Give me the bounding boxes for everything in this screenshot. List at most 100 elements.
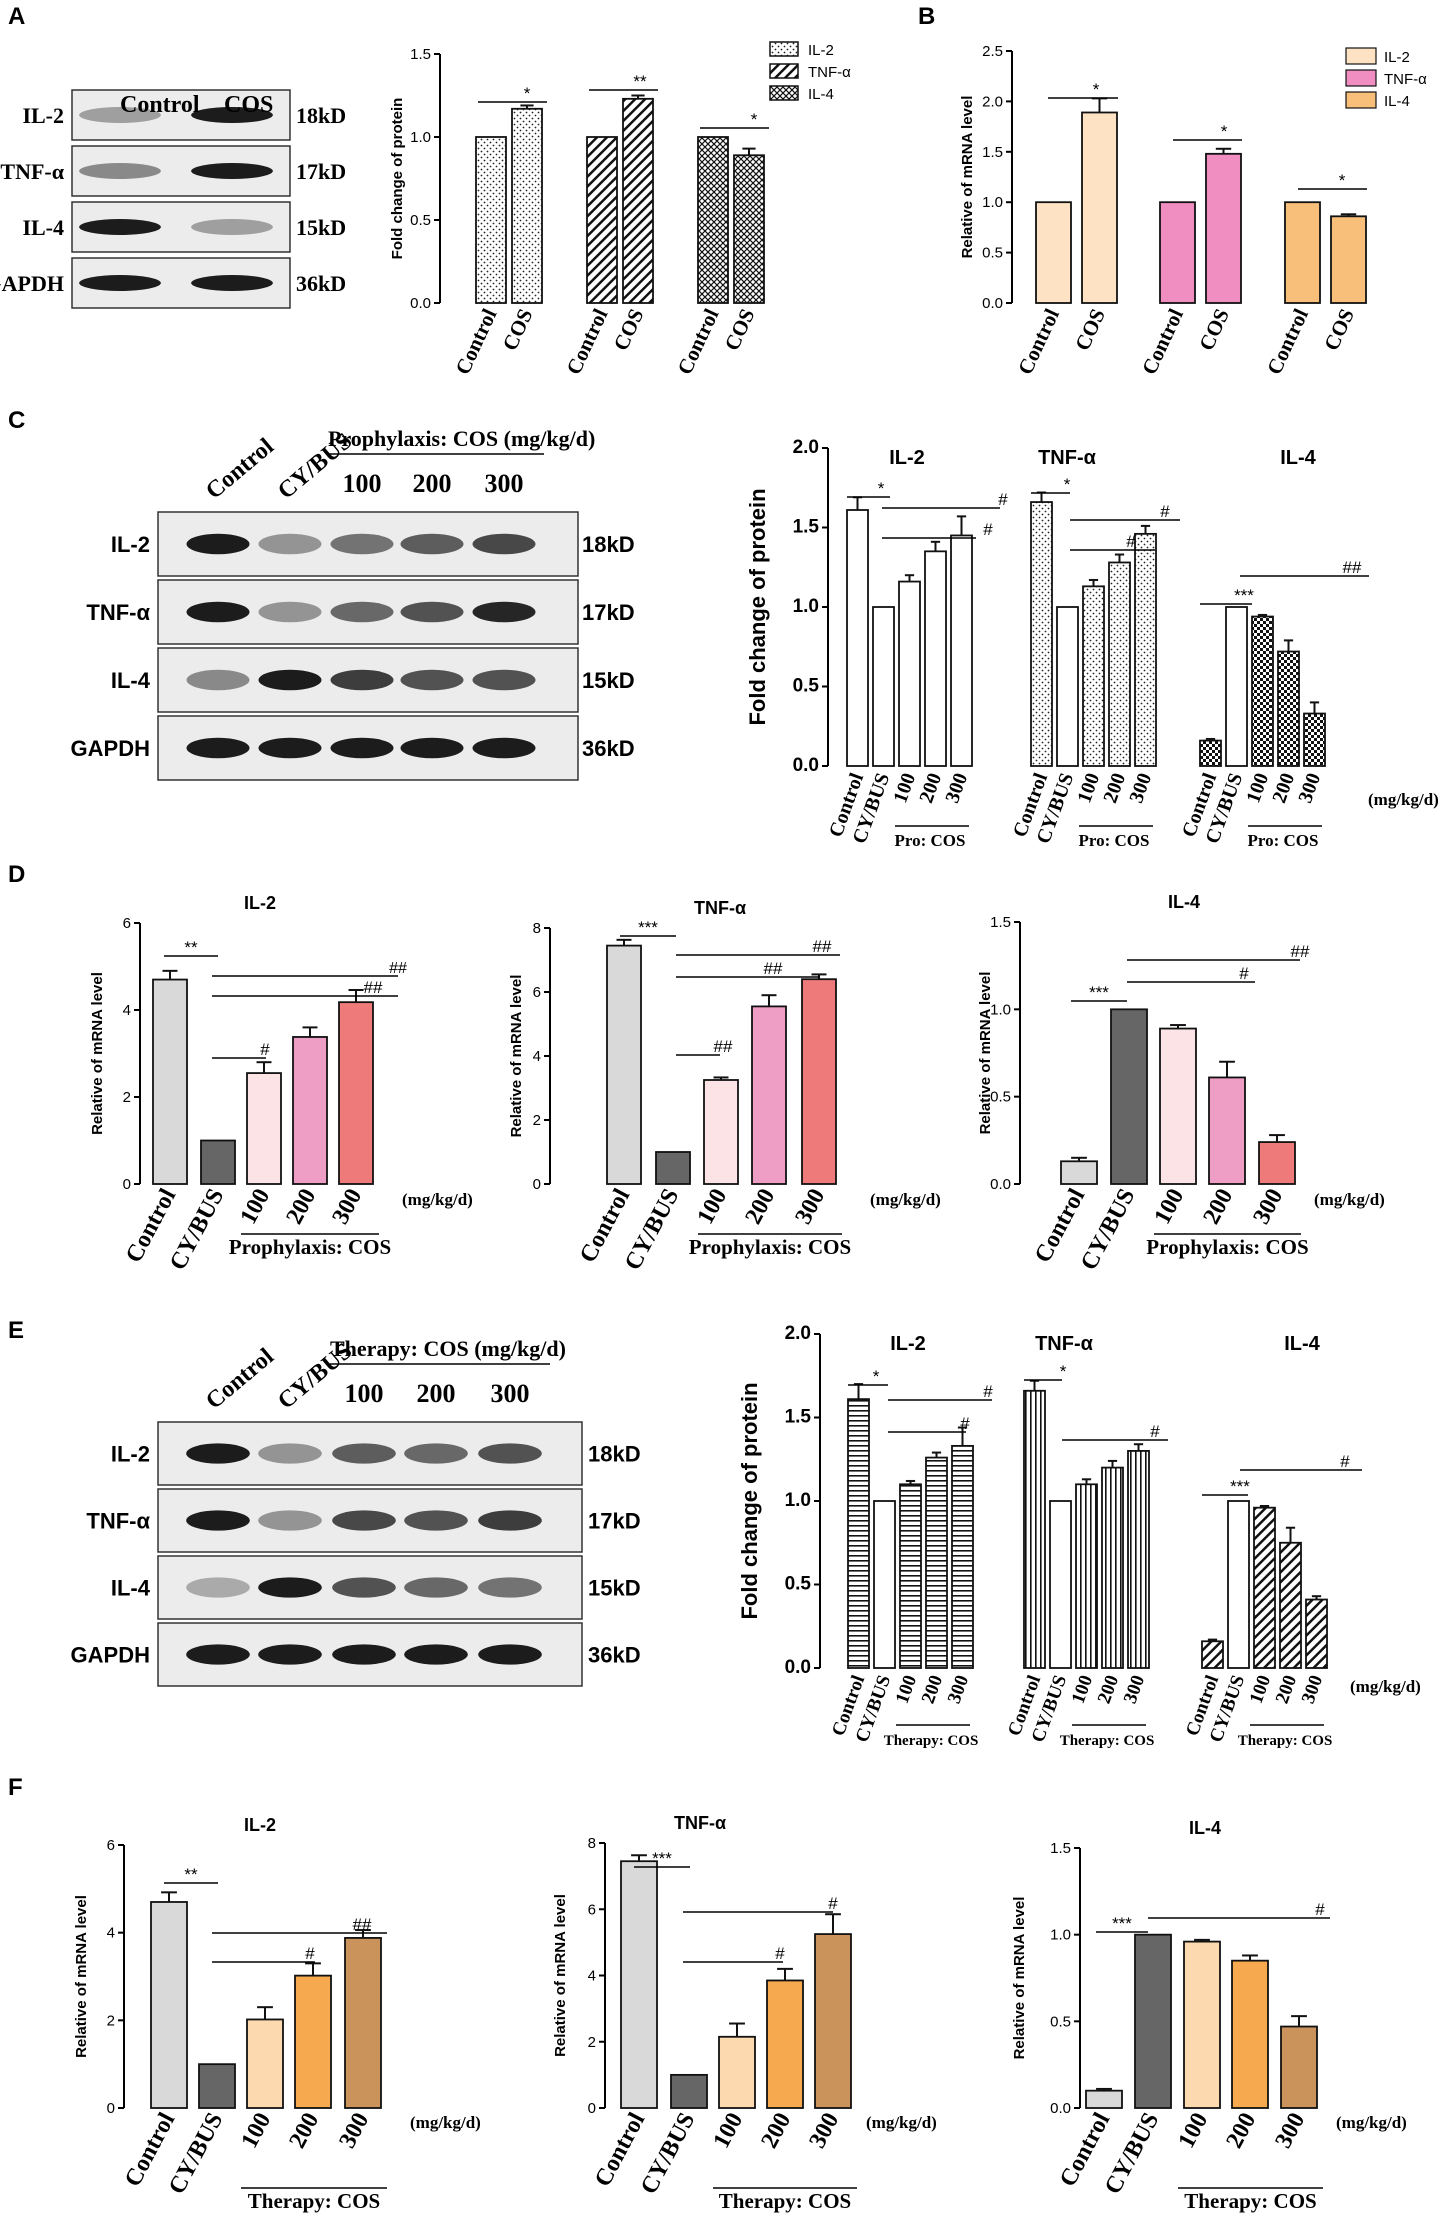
blot-band: [186, 601, 250, 623]
bar-200: [294, 1974, 332, 2109]
category-label: 300: [1248, 1185, 1288, 1229]
y-tick-label: 4: [123, 1002, 131, 1019]
bar-COS: [1330, 215, 1367, 304]
category-label: 200: [1099, 770, 1130, 806]
blot-lane-label: Control: [201, 1343, 279, 1414]
significance-mark: **: [184, 1865, 198, 1884]
blot-band: [79, 275, 161, 291]
bar-200: [924, 550, 947, 767]
y-tick-label: 6: [533, 984, 541, 1001]
blot-dose-header: Therapy: COS (mg/kg/d): [330, 1336, 566, 1361]
blot-row-size: 18kD: [588, 1442, 641, 1467]
significance-mark: ***: [1230, 1477, 1250, 1496]
bar-CY/BUS: [873, 1500, 896, 1669]
y-tick-label: 0.5: [785, 1574, 812, 1595]
blot-band: [79, 219, 161, 235]
legend-swatch: [769, 63, 799, 79]
blot-band: [478, 1644, 542, 1665]
bar-CY/BUS: [655, 1151, 691, 1185]
bar-Control: [620, 1860, 658, 2109]
bar-Control: [475, 136, 507, 304]
y-axis-label: Relative of mRNA level: [977, 972, 994, 1135]
blot-row-size: 36kD: [582, 736, 635, 761]
category-label: 100: [1068, 1673, 1097, 1707]
category-label: 300: [1120, 1673, 1149, 1707]
y-axis-label: Relative of mRNA level: [1011, 1897, 1028, 2060]
y-tick-label: 0.0: [785, 1657, 811, 1678]
bar-COS: [622, 97, 654, 304]
bar-Control: [1085, 2089, 1123, 2109]
group-sublabel: Therapy: COS: [1184, 2189, 1316, 2213]
category-label: Control: [672, 305, 723, 378]
bar-Control: [586, 136, 618, 304]
unit-label: (mg/kg/d): [1350, 1677, 1421, 1696]
significance-mark: **: [633, 72, 647, 91]
blot-dose-label: 300: [485, 469, 524, 498]
blot-band: [186, 1577, 250, 1598]
category-label: 300: [327, 1185, 367, 1229]
blot-row-size: 15kD: [296, 215, 346, 240]
bar-COS: [1205, 152, 1242, 304]
significance-mark: #: [260, 1040, 270, 1059]
y-axis-label: Relative of mRNA level: [959, 96, 976, 259]
chart-A_bar: 0.0 0.5 1.0 1.5 Fold change of protein Contro…: [389, 41, 851, 378]
bar-Control: [697, 136, 729, 304]
category-label: 200: [740, 1185, 780, 1229]
western-blot-blotC: IL-2 18kD TNF-α 17kD IL-4 15kD GAPDH 36kD Contro…: [71, 426, 635, 781]
blot-band: [400, 533, 464, 555]
category-label: Control: [1262, 305, 1313, 378]
blot-band: [332, 1577, 396, 1598]
blot-lane-label: Control: [120, 92, 200, 118]
bar-Control: [606, 944, 642, 1185]
category-label: COS: [1070, 305, 1110, 354]
category-label: 300: [1294, 770, 1325, 806]
bar-300: [1305, 1598, 1328, 1669]
y-tick-label: 0.0: [990, 1176, 1011, 1193]
category-label: COS: [498, 305, 538, 354]
blot-dose-label: 300: [491, 1379, 530, 1408]
blot-band: [472, 669, 536, 691]
blot-band: [404, 1443, 468, 1464]
significance-mark: #: [305, 1944, 315, 1963]
blot-band: [186, 1443, 250, 1464]
bar-Control: [152, 978, 188, 1185]
group-sublabel: Pro: COS: [1079, 831, 1150, 850]
blot-row-label: GAPDH: [71, 736, 150, 761]
blot-row-label: IL-4: [111, 668, 151, 693]
bar-Control: [1199, 739, 1222, 767]
blot-row-label: IL-4: [22, 215, 64, 240]
bar-100: [246, 2018, 284, 2109]
category-label: 200: [1221, 2109, 1261, 2153]
y-tick-label: 0: [123, 1176, 131, 1193]
significance-mark: #: [1315, 1900, 1325, 1919]
unit-label: (mg/kg/d): [1368, 790, 1439, 809]
y-tick-label: 1.5: [982, 144, 1003, 161]
western-blot-blotA: IL-2 18kD TNF-α 17kD IL-4 15kD GAPDH 36kD Contro…: [0, 89, 346, 309]
bar-100: [1253, 1506, 1276, 1669]
blot-band: [258, 737, 322, 759]
blot-band: [330, 601, 394, 623]
significance-mark: *: [1093, 80, 1100, 99]
significance-mark: #: [1239, 964, 1249, 983]
significance-mark: #: [983, 520, 993, 539]
bar-Control: [1159, 201, 1196, 304]
blot-row-label: TNF-α: [86, 1509, 150, 1534]
y-tick-label: 0.0: [982, 295, 1003, 312]
unit-label: (mg/kg/d): [402, 1190, 473, 1209]
bar-Control: [846, 509, 869, 767]
group-sublabel: Prophylaxis: COS: [229, 1235, 391, 1259]
bar-300: [801, 978, 837, 1185]
blot-row-size: 18kD: [296, 103, 346, 128]
blot-dose-label: 200: [417, 1379, 456, 1408]
bar-100: [1082, 585, 1105, 767]
y-tick-label: 1.5: [990, 914, 1011, 931]
bar-300: [951, 1444, 974, 1669]
significance-mark: *: [1339, 171, 1346, 190]
legend-swatch: [1345, 69, 1377, 87]
legend-label: IL-2: [808, 42, 834, 59]
significance-mark: #: [1126, 532, 1136, 551]
blot-row-label: TNF-α: [0, 159, 64, 184]
bar-CY/BUS: [1134, 1933, 1172, 2109]
bar-COS: [511, 107, 543, 304]
